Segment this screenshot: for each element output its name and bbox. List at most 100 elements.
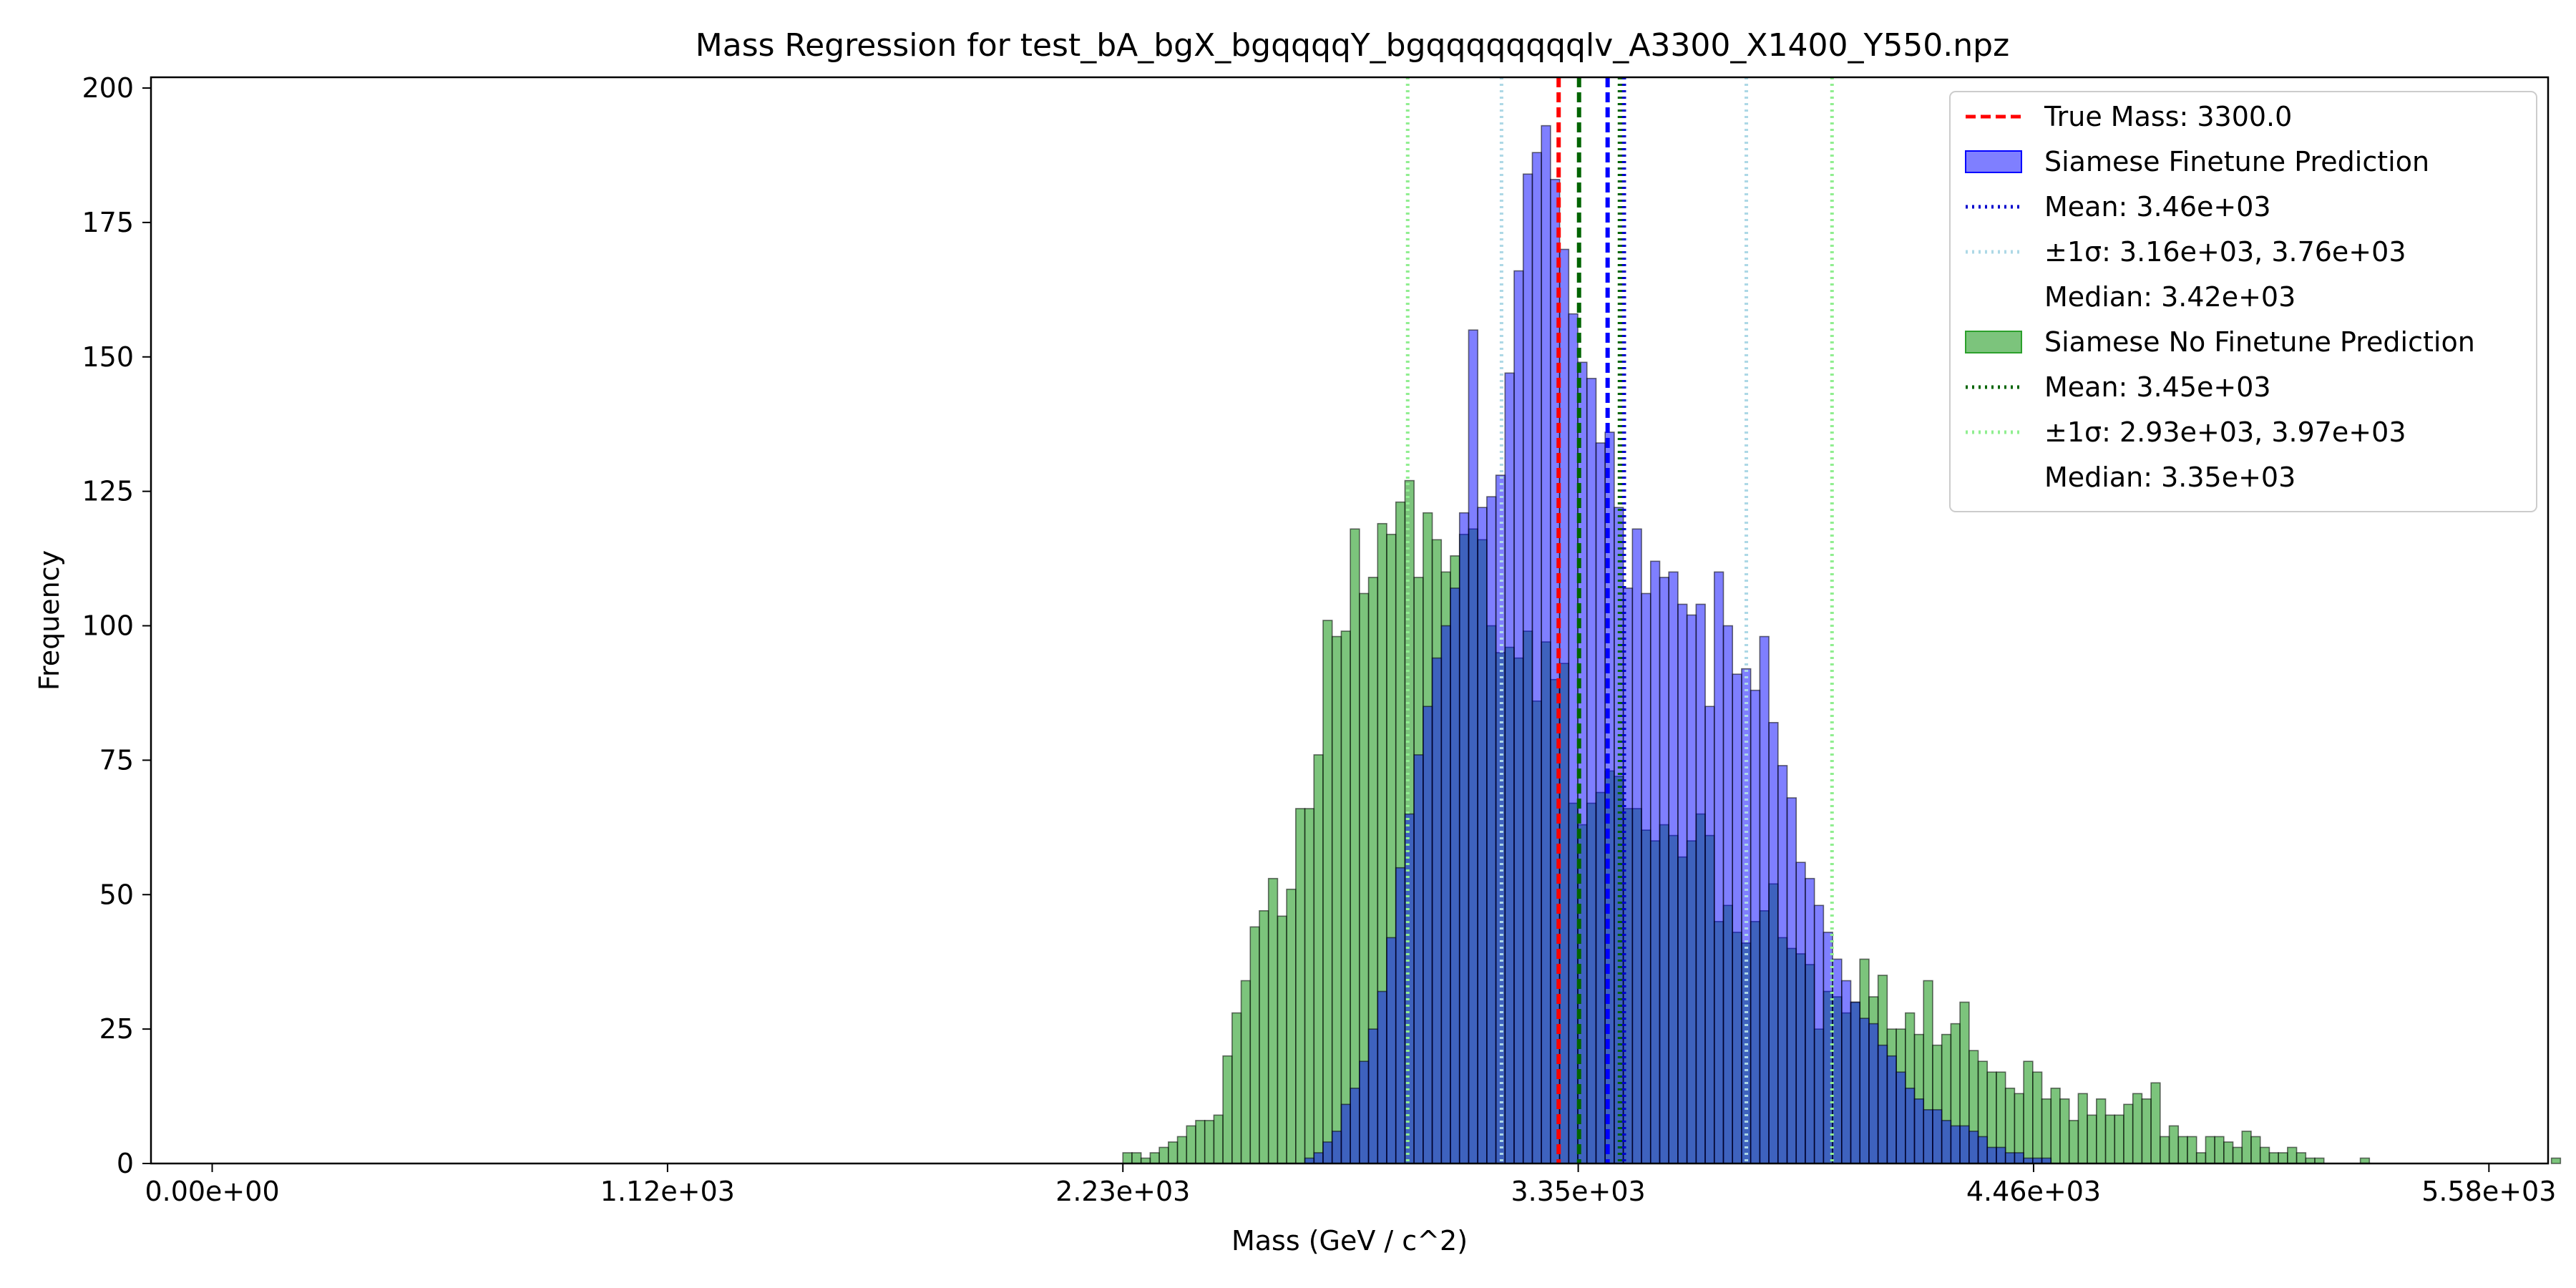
finetune-bar (1996, 1146, 2006, 1164)
y-axis: 0 25 50 75 100 125 150 175 200 (82, 72, 151, 1179)
no-finetune-bar (2104, 1114, 2116, 1164)
finetune-bar (1668, 571, 1679, 1164)
finetune-bar (1832, 958, 1843, 1164)
y-tick-label: 50 (99, 879, 134, 910)
no-finetune-bar (1149, 1152, 1160, 1164)
finetune-bar (1367, 1028, 1379, 1164)
no-finetune-bar (2123, 1103, 2134, 1164)
finetune-histogram (1304, 125, 2052, 1164)
finetune-bar (1423, 706, 1433, 1164)
no-finetune-bar (2205, 1136, 2215, 1164)
finetune-bar (1595, 442, 1606, 1164)
no-finetune-bar (2296, 1152, 2307, 1164)
no-finetune-bar (2050, 1087, 2061, 1164)
no-finetune-bar (1322, 620, 1333, 1164)
no-finetune-bar (1277, 915, 1287, 1164)
x-tick-label: 1.12e+03 (600, 1176, 735, 1207)
finetune-bar (1477, 507, 1488, 1164)
finetune-bar (1732, 673, 1742, 1164)
legend-label: Siamese No Finetune Prediction (2044, 326, 2475, 358)
finetune-bar (1950, 1125, 1961, 1164)
no-finetune-bar (1304, 808, 1315, 1164)
no-finetune-bar (1313, 754, 1324, 1164)
finetune-bar (1649, 560, 1661, 1164)
finetune-bar (1586, 378, 1597, 1164)
no-finetune-bar (1131, 1152, 1142, 1164)
no-finetune-bar (1286, 888, 1297, 1164)
no-finetune-bar (2041, 1098, 2052, 1164)
finetune-bar (1813, 904, 1825, 1164)
y-tick-label: 0 (117, 1148, 134, 1179)
no-finetune-bar (2214, 1136, 2225, 1164)
finetune-bar (1531, 152, 1542, 1164)
no-finetune-bar (1204, 1120, 1215, 1164)
no-finetune-bar (2068, 1120, 2079, 1164)
no-finetune-bar (2250, 1136, 2261, 1164)
no-finetune-bar (2223, 1141, 2234, 1164)
finetune-bar (1913, 1098, 1925, 1164)
finetune-bar (1977, 1136, 1989, 1164)
finetune-bar (1850, 1001, 1861, 1164)
no-finetune-bar (2287, 1146, 2298, 1164)
no-finetune-bar (1350, 528, 1360, 1164)
finetune-bar (1932, 1109, 1943, 1164)
no-finetune-bar (1340, 630, 1351, 1164)
legend-patch-swatch (1965, 150, 2022, 173)
finetune-bar (1713, 571, 1724, 1164)
finetune-bar (1377, 990, 1387, 1164)
no-finetune-bar (2241, 1131, 2252, 1164)
no-finetune-bar (1122, 1152, 1133, 1164)
no-finetune-bar (1186, 1125, 1196, 1164)
finetune-bar (1777, 765, 1788, 1164)
no-finetune-bar (2032, 1071, 2043, 1164)
y-tick-label: 200 (82, 72, 134, 104)
finetune-bar (1386, 937, 1397, 1164)
no-finetune-bar (2114, 1114, 2124, 1164)
no-finetune-bar (1213, 1114, 1224, 1164)
y-tick-label: 75 (99, 744, 134, 776)
no-finetune-bar (2187, 1136, 2197, 1164)
finetune-bar (1440, 625, 1451, 1164)
finetune-bar (1431, 657, 1443, 1164)
no-finetune-bar (1331, 635, 1342, 1164)
legend-label: ±1σ: 2.93e+03, 3.97e+03 (2044, 416, 2406, 448)
no-finetune-bar (1195, 1120, 1206, 1164)
legend: True Mass: 3300.0 Siamese Finetune Predic… (1949, 91, 2537, 512)
no-finetune-bar (2550, 1157, 2562, 1164)
finetune-bar (1695, 603, 1706, 1164)
no-finetune-bar (1231, 1012, 1242, 1164)
finetune-bar (1458, 512, 1470, 1164)
no-finetune-bar (2168, 1125, 2180, 1164)
finetune-bar (1404, 813, 1415, 1164)
finetune-bar (1350, 1087, 1360, 1164)
y-axis-label: Frequency (34, 550, 65, 691)
chart-title: Mass Regression for test_bA_bgX_bgqqqqY_… (696, 27, 2009, 64)
finetune-bar (1750, 689, 1761, 1164)
no-finetune-bar (1158, 1146, 1169, 1164)
y-tick-label: 175 (82, 207, 134, 238)
no-finetune-bar (2232, 1146, 2243, 1164)
no-finetune-bar (1259, 910, 1269, 1164)
no-finetune-bar (2132, 1093, 2143, 1164)
no-finetune-bar (1222, 1055, 1233, 1164)
finetune-bar (1722, 625, 1734, 1164)
no-finetune-bar (2141, 1098, 2152, 1164)
finetune-bar (1631, 528, 1642, 1164)
x-tick-label: 3.35e+03 (1511, 1176, 1646, 1207)
finetune-bar (1795, 862, 1806, 1164)
finetune-bar (1886, 1055, 1897, 1164)
finetune-bar (1395, 867, 1406, 1164)
finetune-bar (1768, 721, 1779, 1164)
y-tick-label: 100 (82, 610, 134, 642)
x-axis-label: Mass (GeV / c^2) (1231, 1225, 1468, 1257)
finetune-bar (1659, 577, 1669, 1164)
axes-frame (150, 76, 2550, 1165)
x-tick-label: 4.46e+03 (1966, 1176, 2101, 1207)
x-tick-label: 0.00e+00 (145, 1176, 279, 1207)
no-finetune-bar (1295, 808, 1306, 1164)
legend-label: True Mass: 3300.0 (2044, 101, 2292, 132)
no-finetune-bar (2077, 1093, 2088, 1164)
finetune-bar (1522, 173, 1533, 1164)
no-finetune-bar (2096, 1098, 2107, 1164)
